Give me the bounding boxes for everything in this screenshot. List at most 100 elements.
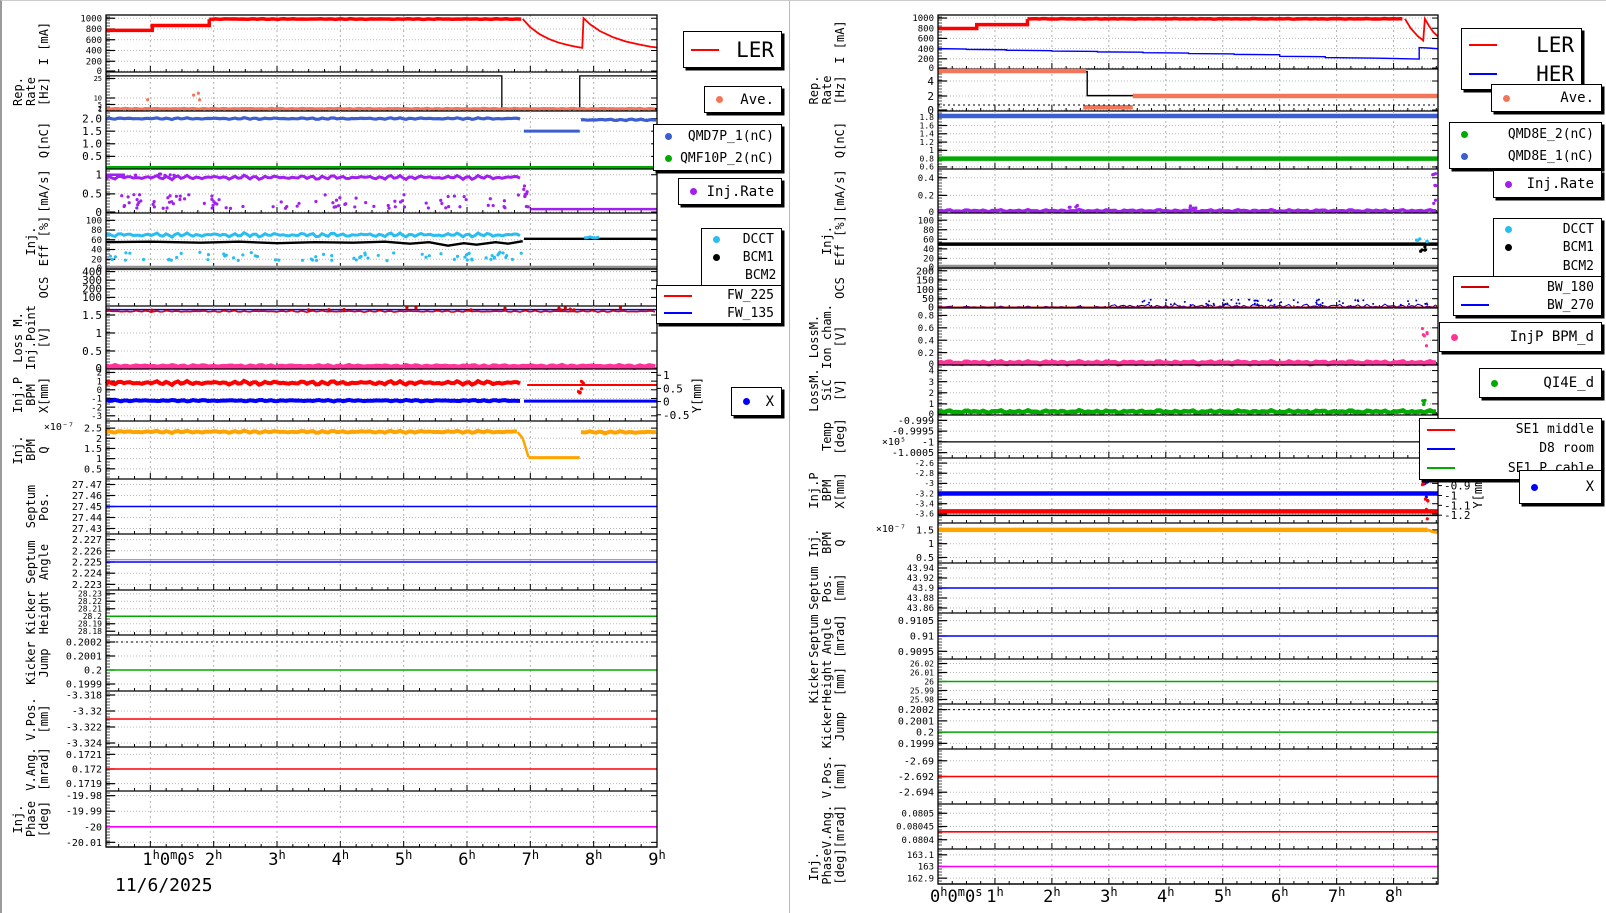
y-tick-label: 0.9095 [898,647,934,658]
legend-dot-marker-icon [713,253,720,261]
legend-entry: BCM2 [1501,259,1594,274]
row-label: Inj. [11,436,25,465]
legend-ave-: Ave. [704,86,782,113]
y-tick-label: -3 [91,412,102,422]
y-tick-label: 2.224 [72,569,102,580]
row-label: LossM. [807,315,821,358]
y-tick-label: 0 [97,264,102,274]
scale-note: ×10⁻⁷ [876,524,906,535]
legend-label: BCM1 [1562,240,1594,256]
y-tick-label: 2.0 [82,112,102,125]
legend-entry: FW_225 [664,288,774,303]
y-tick-label: 27.46 [72,491,102,502]
legend-line-marker-icon [1427,467,1455,470]
y-tick-label: 2 [96,434,102,445]
y-tick-label: 200 [918,55,934,65]
y-tick-label: 28.21 [78,605,102,614]
y-tick-label: 0.1999 [66,680,102,691]
y-tick-label: -0.9995 [892,427,934,438]
legend-entry: SE1 middle [1427,422,1594,437]
y-tick-label: 2 [927,90,934,103]
right-axis-tick: -1.1 [1444,499,1471,512]
row-label: Rate [24,77,38,106]
row-label: Q [833,539,847,546]
y-tick-label: 1 [96,454,102,465]
legend-label: BW_270 [1547,297,1594,313]
y-tick-label: 4 [929,367,934,377]
y-tick-label: 1.8 [920,113,935,122]
legend-dot-marker-icon [1505,225,1512,233]
y-tick-label: -1.0005 [892,448,934,459]
row-label: [Hz] [833,76,847,105]
legend-line-marker-icon [1461,286,1489,288]
row-label: BPM [820,480,834,502]
y-tick-label: 0.1999 [898,739,934,750]
right-axis-tick: -1.2 [1444,509,1471,522]
x-axis-label: 8h [585,848,602,870]
y-tick-label: 300 [82,274,102,287]
x-axis-label: 7h [1328,885,1345,907]
legend-x: X [731,387,782,416]
y-tick-label: -3.324 [66,739,102,750]
x-axis-label: 5h [1214,885,1231,907]
y-tick-label: 0.2 [84,666,102,677]
y-tick-label: 1 [95,169,102,182]
y-tick-label: 1.5 [82,309,102,322]
y-tick-label: 28.19 [78,620,102,629]
legend-entry: QMD7P_1(nC) [661,129,774,144]
row-label: Kicker [807,660,821,703]
y-tick-label: 43.92 [907,574,934,584]
y-tick-label: 0.2 [918,349,934,359]
legend-label: HER [1536,61,1574,86]
legend-label: BCM1 [742,249,774,265]
row-label: Angle [37,544,51,580]
right-axis-tick: 0 [663,396,670,409]
legend-line-marker-icon [664,312,692,315]
legend-entry: Ave. [712,92,774,108]
y-tick-label: 0.9105 [898,616,934,627]
legend-fw-225: FW_225 FW_135 [656,285,782,324]
legend-entry: DCCT [709,232,774,247]
legend-entry: Inj.Rate [1501,176,1594,192]
y-tick-label: 43.94 [907,564,934,574]
legend-entry: QMD8E_2(nC) [1457,127,1594,142]
legend-entry: BCM2 [709,268,776,283]
legend-entry: BW_270 [1461,298,1594,313]
y-tick-label: 0 [95,362,102,375]
legend-label: X [1585,479,1594,495]
x-axis-label: 5h [395,848,412,870]
x-axis-label: 4h [332,848,349,870]
y-tick-label: 150 [916,276,934,287]
row-label: [V] [37,327,51,349]
y-tick-label: 0.5 [82,188,102,201]
y-tick-label: -2.8 [915,469,934,478]
row-label: BPM [24,384,38,406]
legend-label: BCM2 [1562,259,1594,275]
y-tick-label: 28.23 [78,590,102,599]
row-label: Kicker [820,705,834,748]
row-label: OCS [833,277,847,299]
y-tick-label: 162.9 [907,874,934,884]
y-tick-label: -20 [84,822,102,833]
legend-entry: X [739,394,774,410]
row-label: Angle [820,618,834,654]
legend-entry: BCM1 [709,250,774,265]
y-tick-label: 0.5 [916,553,934,564]
y-tick-label: 26.01 [910,668,934,677]
y-tick-label: 0 [97,67,102,77]
y-tick-label: 100 [918,216,934,226]
legend-entry: InjP BPM_d [1447,329,1594,345]
y-tick-label: 40 [923,245,934,255]
row-label: Septum [807,566,821,609]
right-axis-label: Y[mm] [1471,472,1485,508]
y-tick-label: 26.02 [910,659,934,668]
y-tick-label: 0.5 [84,464,102,475]
legend-entry: D8 room [1427,441,1594,456]
legend-line-marker-icon [1427,447,1455,450]
legend-label: QMD8E_2(nC) [1507,127,1594,143]
legend-dot-marker-icon [1531,483,1538,491]
row-label: Loss M. [11,312,25,363]
legend-line-marker-icon [1427,428,1455,431]
y-tick-label: 400 [918,45,934,55]
y-tick-label: 1 [929,400,934,410]
